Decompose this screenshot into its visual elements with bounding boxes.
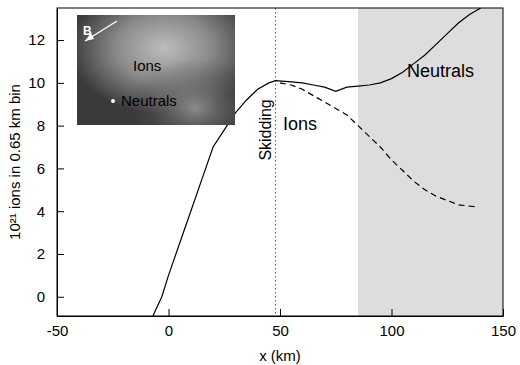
inset-label: B xyxy=(83,24,92,38)
y-tick-label: 8 xyxy=(37,117,45,134)
y-tick-label: 0 xyxy=(37,288,45,305)
inset-glow xyxy=(77,15,235,125)
y-tick-label: 6 xyxy=(37,160,45,177)
x-tick: 100 xyxy=(379,309,404,339)
x-tick-label: 100 xyxy=(379,322,404,339)
inset-image xyxy=(77,15,235,125)
y-axis-title: 10²¹ ions in 0.65 km bin xyxy=(6,84,23,240)
y-tick: 4 xyxy=(37,202,64,219)
inset: B Ions Neutrals xyxy=(77,15,235,125)
y-tick-mark xyxy=(57,126,64,127)
x-tick-label: 0 xyxy=(165,322,173,339)
vline-label: Skidding xyxy=(257,99,274,160)
y-tick-mark xyxy=(57,297,64,298)
y-tick-mark xyxy=(57,168,64,169)
y-tick-label: 10 xyxy=(28,74,45,91)
y-tick: 8 xyxy=(37,117,64,134)
x-tick-mark xyxy=(280,309,281,316)
y-tick: 10 xyxy=(28,74,64,91)
annotation: Neutrals xyxy=(407,61,474,81)
x-tick-label: -50 xyxy=(47,322,69,339)
x-axis-title: x (km) xyxy=(259,347,301,364)
annotation: Ions xyxy=(283,114,317,134)
y-axis: 0 2 4 6 8 10 12 xyxy=(28,9,64,317)
series-line xyxy=(280,83,476,207)
vline xyxy=(275,8,276,316)
chart: -50050100150024681012IonsNeutralsSkiddin… xyxy=(0,0,520,365)
x-tick: 0 xyxy=(165,309,173,339)
y-tick: 0 xyxy=(37,288,64,305)
x-tick-mark xyxy=(392,309,393,316)
y-tick-mark xyxy=(57,254,64,255)
region xyxy=(358,8,503,316)
y-tick-label: 4 xyxy=(37,202,45,219)
plot-frame xyxy=(57,8,503,316)
y-tick-label: 2 xyxy=(37,245,45,262)
y-tick: 2 xyxy=(37,245,64,262)
x-tick-label: 50 xyxy=(272,322,289,339)
y-tick-mark xyxy=(57,83,64,84)
y-tick-mark xyxy=(57,40,64,41)
y-tick-label: 12 xyxy=(28,31,45,48)
y-tick: 6 xyxy=(37,160,64,177)
y-tick-mark xyxy=(57,211,64,212)
plot: -50050100150024681012IonsNeutralsSkiddin… xyxy=(28,8,516,339)
inset-label: Ions xyxy=(133,57,161,74)
x-tick-mark xyxy=(169,309,170,316)
x-tick-label: 150 xyxy=(491,322,516,339)
y-tick: 12 xyxy=(28,31,64,48)
inset-spot xyxy=(111,99,115,103)
x-axis: -50 0 50 100 150 xyxy=(47,309,516,339)
x-tick: 50 xyxy=(272,309,289,339)
inset-label: Neutrals xyxy=(121,92,177,109)
